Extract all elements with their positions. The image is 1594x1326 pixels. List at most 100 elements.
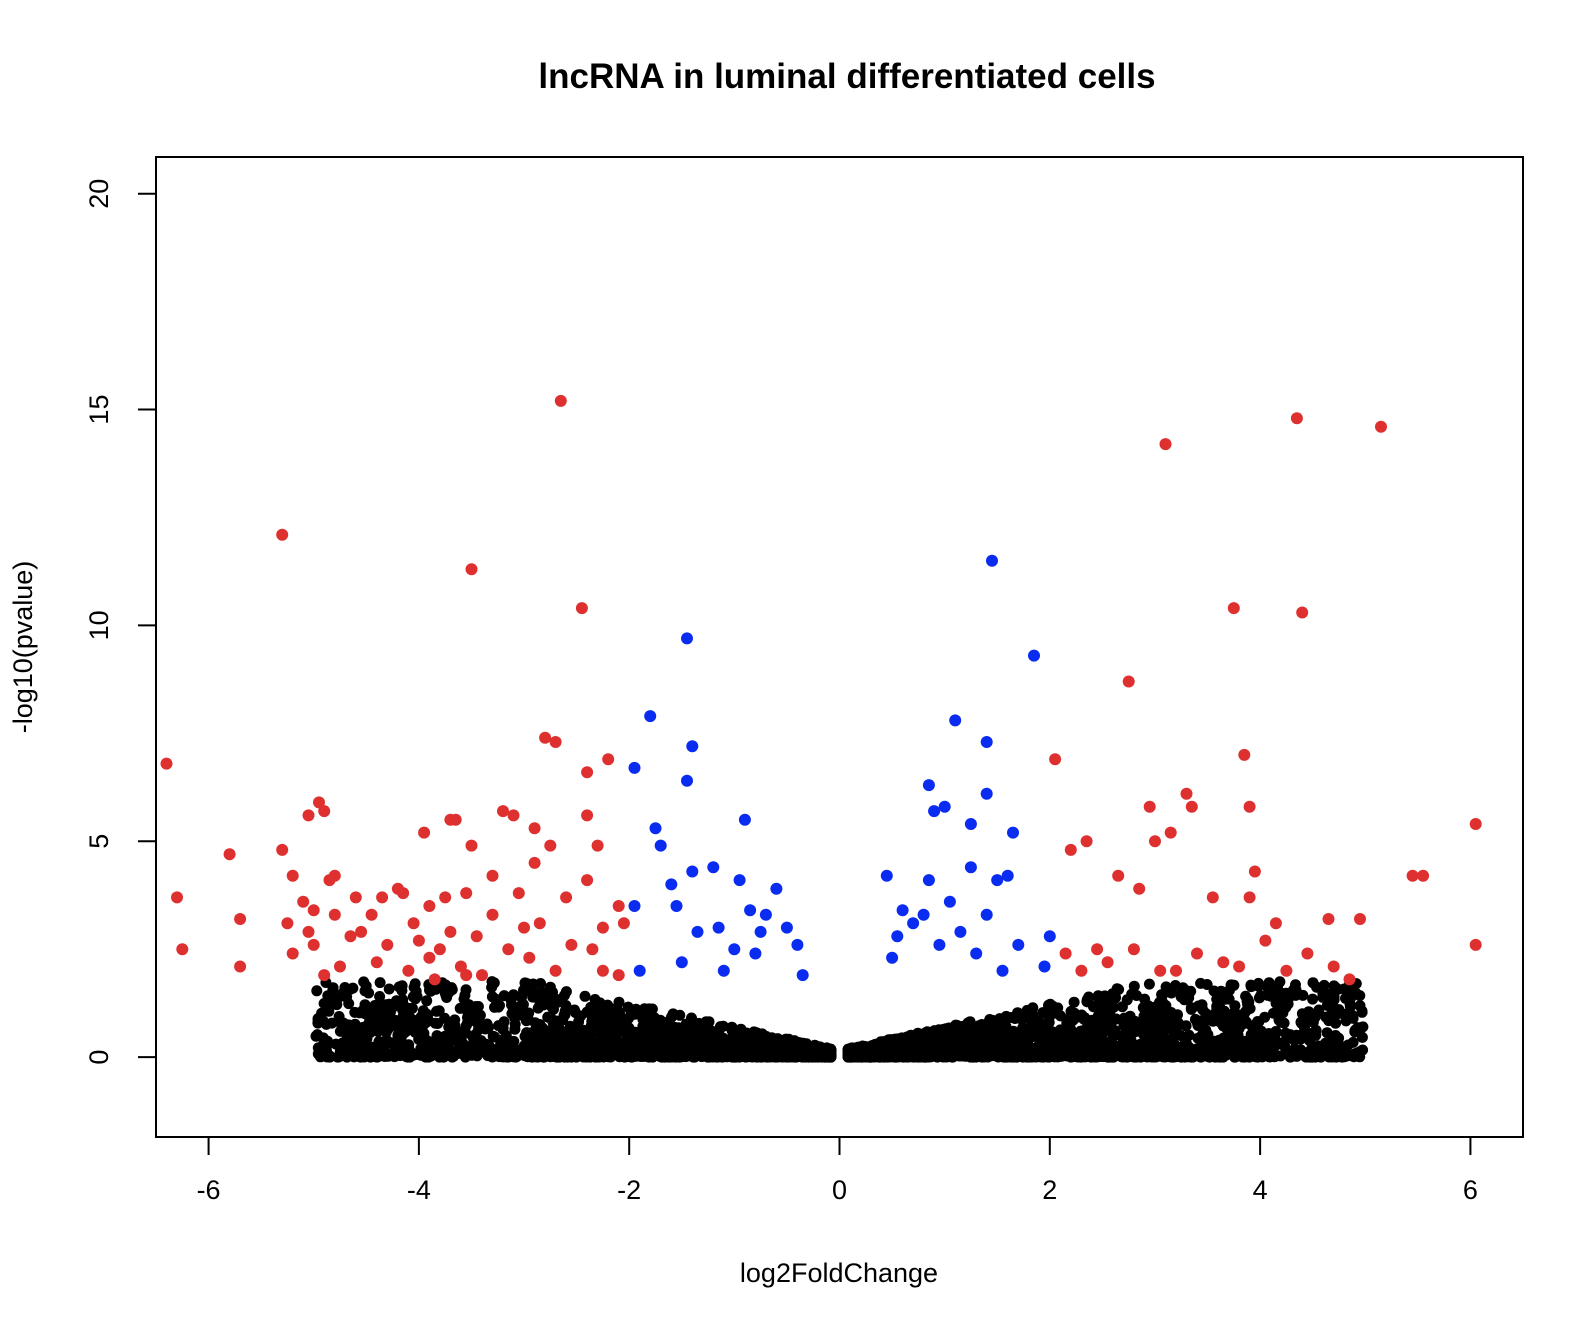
point-nonsignificant	[692, 1028, 704, 1040]
data-point	[1227, 602, 1240, 615]
point-nonsignificant	[1342, 1039, 1354, 1051]
data-point	[376, 891, 389, 904]
point-nonsignificant	[1163, 1018, 1175, 1030]
point-nonsignificant	[759, 1031, 771, 1043]
point-nonsignificant	[393, 981, 405, 993]
point-nonsignificant	[1220, 1012, 1232, 1024]
point-nonsignificant	[1157, 1051, 1169, 1063]
point-nonsignificant	[1121, 1038, 1133, 1050]
point-nonsignificant	[435, 1040, 447, 1052]
data-point	[539, 731, 552, 744]
y-tick-label: 15	[84, 395, 114, 425]
data-point	[449, 813, 462, 826]
series-1	[628, 554, 1056, 982]
data-point	[917, 908, 930, 921]
data-point	[644, 710, 657, 723]
point-nonsignificant	[1000, 1020, 1012, 1032]
point-nonsignificant	[1000, 1035, 1012, 1047]
point-nonsignificant	[643, 1003, 655, 1015]
data-point	[1012, 938, 1025, 951]
data-point	[307, 938, 320, 951]
point-nonsignificant	[1324, 1013, 1336, 1025]
point-nonsignificant	[1197, 1039, 1209, 1051]
data-point	[281, 917, 294, 930]
point-nonsignificant	[1128, 980, 1140, 992]
point-nonsignificant	[1211, 993, 1223, 1005]
point-nonsignificant	[462, 1014, 474, 1026]
data-point	[523, 951, 536, 964]
point-nonsignificant	[1238, 1038, 1250, 1050]
point-nonsignificant	[494, 999, 505, 1011]
data-point	[586, 943, 599, 956]
point-nonsignificant	[398, 999, 410, 1011]
data-point	[670, 900, 683, 912]
point-nonsignificant	[690, 1037, 701, 1049]
data-point	[286, 869, 299, 882]
point-nonsignificant	[947, 1049, 959, 1061]
point-nonsignificant	[1025, 1005, 1037, 1017]
point-nonsignificant	[1165, 1007, 1177, 1018]
point-nonsignificant	[1277, 1007, 1289, 1019]
data-point	[528, 856, 541, 869]
point-nonsignificant	[488, 977, 500, 989]
point-nonsignificant	[921, 1026, 933, 1038]
point-nonsignificant	[1124, 1022, 1136, 1034]
data-point	[691, 925, 704, 938]
point-nonsignificant	[315, 1044, 327, 1056]
point-nonsignificant	[1249, 1042, 1261, 1054]
data-point	[996, 964, 1009, 977]
point-nonsignificant	[470, 1001, 482, 1012]
data-point	[423, 951, 436, 964]
data-point	[612, 969, 625, 982]
data-point	[591, 839, 604, 852]
data-point	[1185, 800, 1198, 813]
chart-title: lncRNA in luminal differentiated cells	[538, 57, 1155, 96]
point-nonsignificant	[460, 984, 472, 996]
point-nonsignificant	[1033, 1015, 1045, 1027]
data-point	[1469, 938, 1482, 951]
y-tick-label: 0	[84, 1050, 114, 1065]
point-nonsignificant	[473, 1019, 485, 1031]
point-nonsignificant	[989, 1021, 1001, 1033]
nonsignificant-points	[310, 976, 1369, 1063]
data-point	[964, 818, 977, 830]
data-point	[1133, 882, 1146, 895]
data-point	[1217, 956, 1230, 969]
point-nonsignificant	[483, 1040, 495, 1052]
point-nonsignificant	[1068, 996, 1080, 1008]
point-nonsignificant	[415, 1035, 427, 1047]
data-point	[596, 964, 609, 977]
point-nonsignificant	[575, 1037, 587, 1049]
data-point	[502, 943, 515, 956]
data-point	[581, 874, 594, 887]
data-point	[1180, 787, 1193, 800]
point-nonsignificant	[597, 1017, 609, 1029]
data-point	[707, 861, 720, 874]
point-nonsignificant	[311, 985, 323, 997]
point-nonsignificant	[844, 1050, 856, 1062]
data-point	[1080, 835, 1093, 848]
data-point	[318, 969, 331, 982]
data-point	[1143, 800, 1156, 813]
data-point	[1127, 943, 1140, 956]
point-nonsignificant	[399, 1047, 411, 1059]
x-tick-label: 0	[832, 1175, 847, 1205]
point-nonsignificant	[1306, 1048, 1318, 1060]
point-nonsignificant	[482, 1050, 494, 1062]
point-nonsignificant	[1094, 1045, 1106, 1057]
point-nonsignificant	[547, 1030, 559, 1041]
point-nonsignificant	[387, 1001, 399, 1013]
point-nonsignificant	[1143, 978, 1155, 990]
data-point	[770, 882, 783, 895]
data-point	[733, 874, 746, 887]
point-nonsignificant	[723, 1037, 735, 1049]
data-point	[1154, 964, 1167, 977]
point-nonsignificant	[495, 1047, 507, 1059]
point-nonsignificant	[372, 1025, 384, 1037]
point-nonsignificant	[470, 1046, 482, 1058]
point-nonsignificant	[337, 1017, 349, 1029]
data-point	[1049, 753, 1062, 766]
point-nonsignificant	[360, 1024, 372, 1036]
point-nonsignificant	[357, 1005, 369, 1017]
data-point	[407, 917, 420, 930]
